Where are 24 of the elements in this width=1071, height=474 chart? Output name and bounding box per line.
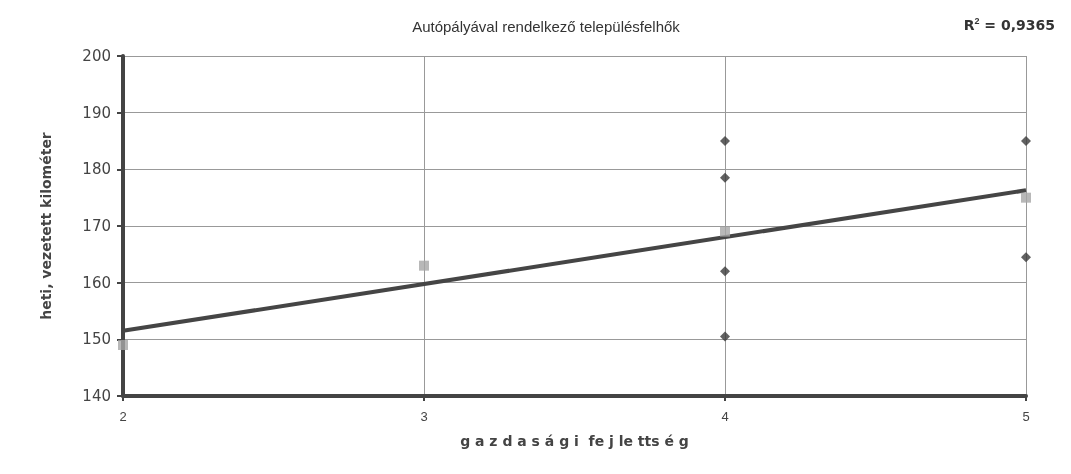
x-tick-label: 5 bbox=[1022, 409, 1030, 424]
y-tick-label: 160 bbox=[82, 273, 111, 292]
x-tick-label: 4 bbox=[721, 409, 729, 424]
point bbox=[720, 331, 730, 342]
point bbox=[720, 266, 730, 277]
point bbox=[720, 136, 730, 146]
y-tick-label: 200 bbox=[82, 47, 111, 65]
y-tick-label: 150 bbox=[82, 330, 111, 349]
point bbox=[720, 172, 730, 183]
chart-title: Autópályával rendelkező településfelhők bbox=[412, 18, 681, 35]
point bbox=[1021, 252, 1031, 263]
x-tick-label: 2 bbox=[119, 409, 127, 424]
point bbox=[1021, 192, 1031, 203]
point bbox=[720, 226, 730, 237]
y-tick-label: 180 bbox=[82, 160, 111, 179]
y-tick-label: 140 bbox=[82, 387, 111, 405]
y-tick-label: 190 bbox=[82, 103, 111, 122]
point bbox=[419, 260, 429, 271]
x-axis-title: g a z d a s á g i fe j le tts é g bbox=[460, 433, 689, 449]
y-axis-title: heti, vezetett kilométer bbox=[38, 132, 54, 320]
point bbox=[118, 340, 128, 350]
x-tick-label: 3 bbox=[420, 409, 428, 424]
y-tick-label: 170 bbox=[82, 217, 111, 235]
point bbox=[1021, 136, 1031, 146]
